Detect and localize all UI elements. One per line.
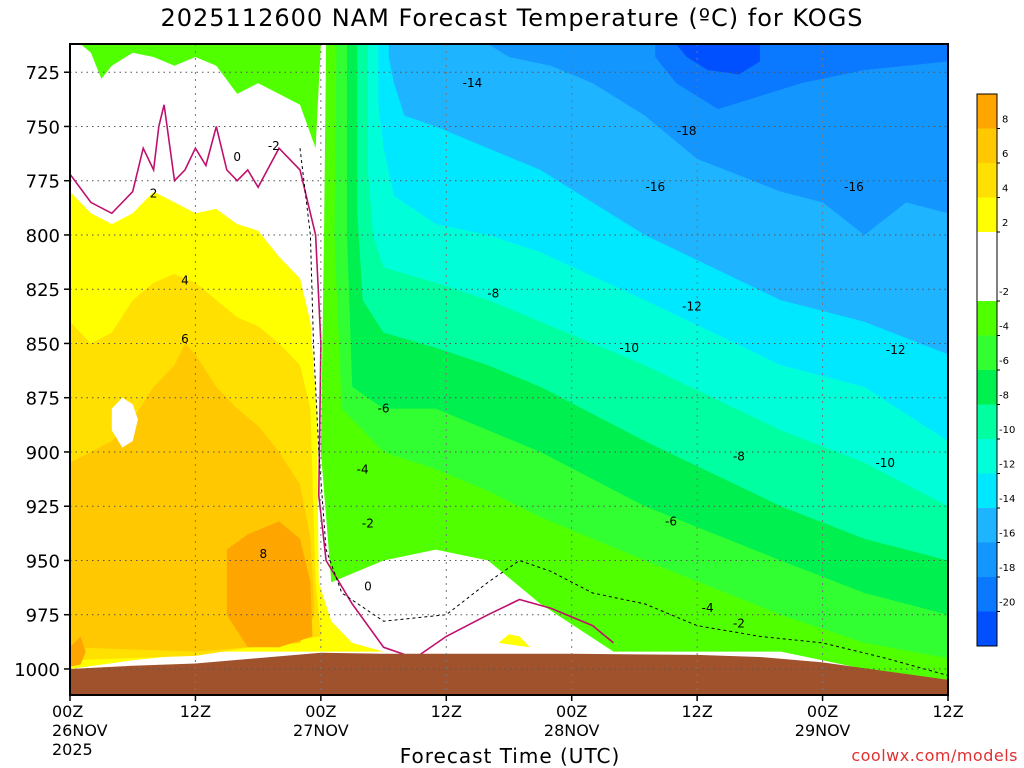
contour-label: 2 (150, 187, 158, 201)
x-tick-label: 12Z (681, 702, 712, 721)
colorbar-label: 8 (1002, 115, 1008, 126)
contour-label: -16 (646, 180, 666, 194)
contour-label: -10 (619, 341, 639, 355)
x-tick-label: 27NOV (293, 721, 349, 740)
contour-label: -12 (886, 343, 906, 357)
temp-band-7 (488, 44, 948, 235)
colorbar-swatch-7 (977, 370, 997, 405)
x-tick-label: 28NOV (544, 721, 600, 740)
colorbar-label: -2 (999, 287, 1009, 298)
x-tick-label: 26NOV (52, 721, 108, 740)
x-tick-label: 2025 (52, 740, 93, 759)
x-tick-label: 29NOV (795, 721, 851, 740)
x-tick-label: 00Z (52, 702, 83, 721)
colorbar-swatch-13 (977, 128, 997, 163)
contour-label: 8 (260, 547, 268, 561)
y-tick-label: 800 (26, 226, 60, 247)
plot-area: -14 -18 -16 -16 -12 -12 -10 -10 -8 -8 -6 -6 -4 -4 -2 -2… (70, 44, 948, 695)
y-tick-label: 850 (26, 334, 60, 355)
x-axis-label: Forecast Time (UTC) (399, 744, 621, 768)
colorbar: 8 6 4 2 -2 -4 -6 -8 -10 -12 -14 -16 -18 -20 (976, 93, 1015, 647)
y-tick-label: 975 (26, 606, 60, 627)
contour-label: 0 (233, 150, 241, 164)
contour-label: -18 (677, 124, 697, 138)
contour-label: 6 (181, 332, 189, 346)
x-tick-label: 00Z (807, 702, 838, 721)
contour-label: -4 (702, 601, 714, 615)
colorbar-swatch-3 (977, 508, 997, 543)
y-tick-label: 725 (26, 63, 60, 84)
y-tick-label: 1000 (14, 660, 60, 681)
contour-label: -2 (362, 517, 374, 531)
colorbar-label: -12 (999, 460, 1015, 471)
colorbar-swatch-6 (977, 404, 997, 439)
contour-label: -4 (357, 462, 369, 476)
temp-band-16 (111, 397, 138, 448)
colorbar-swatch-11 (977, 197, 997, 232)
x-tick-label: 00Z (305, 702, 336, 721)
colorbar-swatch-10 (977, 232, 997, 301)
x-tick-label: 12Z (932, 702, 963, 721)
colorbar-label: 4 (1002, 184, 1008, 195)
colorbar-label: -18 (999, 563, 1015, 574)
colorbar-swatch-1 (977, 577, 997, 612)
temp-band-10 (80, 44, 321, 149)
colorbar-label: -14 (999, 494, 1015, 505)
contour-label: -16 (844, 180, 864, 194)
contour-label: -8 (487, 287, 499, 301)
colorbar-swatch-8 (977, 335, 997, 370)
y-tick-label: 775 (26, 172, 60, 193)
plot-frame (69, 43, 949, 696)
ground-terrain (70, 652, 948, 695)
colorbar-swatch-5 (977, 439, 997, 474)
contour-label: -2 (733, 616, 745, 630)
x-tick-label: 12Z (431, 702, 462, 721)
colorbar-swatch-2 (977, 542, 997, 577)
contour-label: -2 (268, 139, 280, 153)
colorbar-label: 2 (1002, 218, 1008, 229)
x-tick-label: 00Z (556, 702, 587, 721)
y-tick-label: 825 (26, 280, 60, 301)
contour-label: -6 (665, 514, 677, 528)
contour-label: -6 (378, 402, 390, 416)
y-tick-label: 950 (26, 551, 60, 572)
axes: 725750775800825850875900925950975100000Z… (14, 43, 964, 759)
colorbar-swatch-4 (977, 473, 997, 508)
y-tick-label: 925 (26, 497, 60, 518)
colorbar-label: -10 (999, 425, 1015, 436)
chart-title: 2025112600 NAM Forecast Temperature (ºC)… (160, 4, 864, 32)
temp-band-12 (498, 634, 530, 648)
y-tick-label: 900 (26, 443, 60, 464)
colorbar-label: 6 (1002, 149, 1008, 160)
contour-label: 4 (181, 274, 189, 288)
colorbar-swatch-9 (977, 301, 997, 336)
contour-label: -8 (733, 449, 745, 463)
filled-field: -14 -18 -16 -16 -12 -12 -10 -10 -8 -8 -6 -6 -4 -4 -2 -2… (70, 44, 948, 695)
temp-band-15 (226, 521, 313, 648)
credit-text[interactable]: coolwx.com/models (851, 746, 1018, 765)
y-tick-label: 875 (26, 389, 60, 410)
contour-label: -10 (875, 456, 895, 470)
contour-label: 0 (364, 580, 372, 594)
temp-band-17 (70, 636, 86, 667)
colorbar-label: -20 (999, 598, 1015, 609)
colorbar-label: -8 (999, 391, 1009, 402)
y-tick-label: 750 (26, 117, 60, 138)
colorbar-label: -6 (999, 356, 1009, 367)
contour-label: -14 (463, 76, 483, 90)
x-tick-label: 12Z (180, 702, 211, 721)
colorbar-swatch-0 (977, 611, 997, 646)
colorbar-label: -16 (999, 529, 1015, 540)
colorbar-label: -4 (999, 322, 1009, 333)
contour-line-0 (70, 104, 615, 659)
colorbar-swatch-12 (977, 163, 997, 198)
contour-label: -12 (682, 300, 702, 314)
colorbar-swatch-14 (977, 94, 997, 129)
